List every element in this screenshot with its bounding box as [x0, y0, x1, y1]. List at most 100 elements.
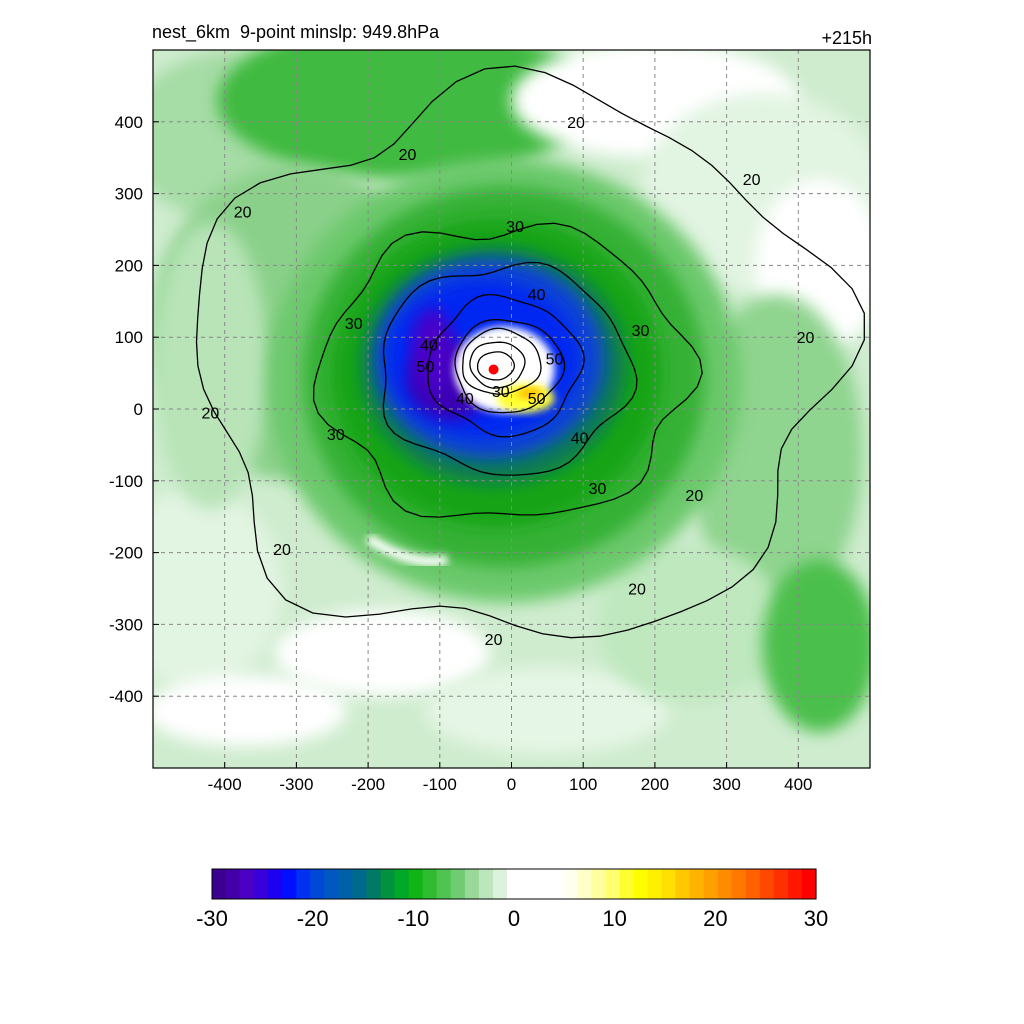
colorbar-swatch — [408, 869, 424, 899]
contour-label: 50 — [528, 391, 546, 408]
x-tick-label: -100 — [423, 775, 457, 794]
x-tick-label: -400 — [208, 775, 242, 794]
colorbar-swatch — [745, 869, 761, 899]
contour-label: 20 — [485, 632, 503, 649]
x-tick-label: 400 — [784, 775, 812, 794]
contour-label: 20 — [685, 488, 703, 505]
colorbar-swatch — [296, 869, 311, 899]
x-axis: -400 -300 -200 -100 0 100 200 300 400 — [208, 762, 812, 794]
colorbar-swatch — [717, 869, 733, 899]
field-blob — [762, 559, 870, 732]
contour-label: 30 — [492, 384, 510, 401]
field-blob — [153, 488, 283, 689]
contour-label: 50 — [417, 359, 435, 376]
colorbar-frame — [211, 868, 817, 900]
forecast-hour-label: +215h — [821, 28, 872, 48]
colorbar-swatch — [254, 869, 269, 899]
x-tick-label: -300 — [279, 775, 313, 794]
colorbar-swatch — [675, 869, 691, 899]
y-tick-label: 0 — [134, 400, 143, 419]
colorbar-swatch — [731, 869, 747, 899]
contour-50 — [427, 293, 585, 438]
contour-label: 40 — [420, 337, 438, 354]
colorbar-swatch — [366, 869, 382, 899]
field-streak — [365, 534, 448, 567]
colorbar-swatch — [549, 869, 564, 899]
storm-center-dot — [488, 364, 499, 375]
colorbar-swatch — [352, 869, 368, 899]
contour-label: 20 — [743, 172, 761, 189]
y-tick-label: 200 — [115, 256, 143, 275]
field-blob — [153, 222, 268, 510]
y-tick-label: 400 — [115, 113, 143, 132]
contour-label: 20 — [234, 205, 252, 222]
colorbar-swatch — [591, 869, 606, 899]
colorbar-swatch — [268, 869, 283, 899]
colorbar-swatch — [464, 869, 480, 899]
colorbar-swatch — [506, 869, 522, 899]
y-tick-label: 300 — [115, 185, 143, 204]
colorbar-swatch — [282, 869, 297, 899]
colorbar-swatch — [689, 869, 705, 899]
colorbar-swatch — [605, 869, 620, 899]
contour-label: 20 — [273, 542, 291, 559]
contour-labels: 20 20 20 20 20 20 20 20 20 20 30 30 30 30 30 30 40 40 40 40… — [201, 115, 814, 649]
colorbar-tick-label: -30 — [196, 906, 228, 931]
contour-label: 20 — [797, 330, 815, 347]
colorbar-swatch — [759, 869, 775, 899]
colorbar-swatch — [633, 869, 649, 899]
colorbar-swatch — [492, 869, 508, 899]
contour-label: 30 — [345, 316, 363, 333]
x-tick-label: 200 — [641, 775, 669, 794]
contour-label: 30 — [506, 219, 524, 236]
colorbar-swatch — [338, 869, 354, 899]
y-axis: -400 -300 -200 -100 0 100 200 300 400 — [109, 113, 159, 706]
field-blob — [274, 610, 490, 697]
chart-title: nest_6km 9-point minslp: 949.8hPa — [152, 22, 440, 42]
contour-30 — [312, 222, 703, 518]
colorbar-swatch — [647, 869, 663, 899]
y-tick-label: 100 — [115, 328, 143, 347]
wind-field-shading — [153, 50, 870, 768]
contour-50 — [469, 341, 526, 389]
contour-label: 40 — [571, 431, 589, 448]
colorbar-swatch — [394, 869, 410, 899]
colorbar-tick-label: 10 — [602, 906, 626, 931]
contour-label: 40 — [528, 287, 546, 304]
contour-50 — [462, 327, 542, 395]
contour-label: 40 — [456, 391, 474, 408]
x-tick-label: -200 — [351, 775, 385, 794]
colorbar-tick-label: 20 — [703, 906, 727, 931]
contour-label: 50 — [546, 352, 564, 369]
x-tick-label: 300 — [712, 775, 740, 794]
field-blob — [153, 674, 347, 747]
colorbar-swatch — [787, 869, 803, 899]
colorbar-swatch — [563, 869, 578, 899]
colorbar-swatch — [801, 869, 817, 899]
contour-label: 30 — [589, 481, 607, 498]
contour-label: 20 — [201, 406, 219, 423]
y-tick-label: -100 — [109, 472, 143, 491]
colorbar-swatch — [310, 869, 325, 899]
storm-center-marker — [488, 364, 499, 375]
colorbar-swatch — [619, 869, 634, 899]
contour-label: 20 — [567, 115, 585, 132]
colorbar-swatch — [380, 869, 396, 899]
y-tick-label: -200 — [109, 544, 143, 563]
contour-lines — [195, 65, 865, 639]
x-tick-label: 0 — [507, 775, 516, 794]
positive-anomaly-core — [516, 387, 543, 399]
colorbar-swatch — [661, 869, 677, 899]
colorbar-swatch — [436, 869, 452, 899]
contour-50 — [454, 319, 566, 414]
colorbar-tick-label: 0 — [508, 906, 520, 931]
contour-label: 30 — [632, 323, 650, 340]
colorbar-swatch — [521, 869, 536, 899]
contour-20 — [195, 65, 865, 639]
contour-label: 20 — [628, 582, 646, 599]
colorbar-swatch — [703, 869, 719, 899]
x-tick-label: 100 — [569, 775, 597, 794]
colorbar-tick-label: -20 — [297, 906, 329, 931]
